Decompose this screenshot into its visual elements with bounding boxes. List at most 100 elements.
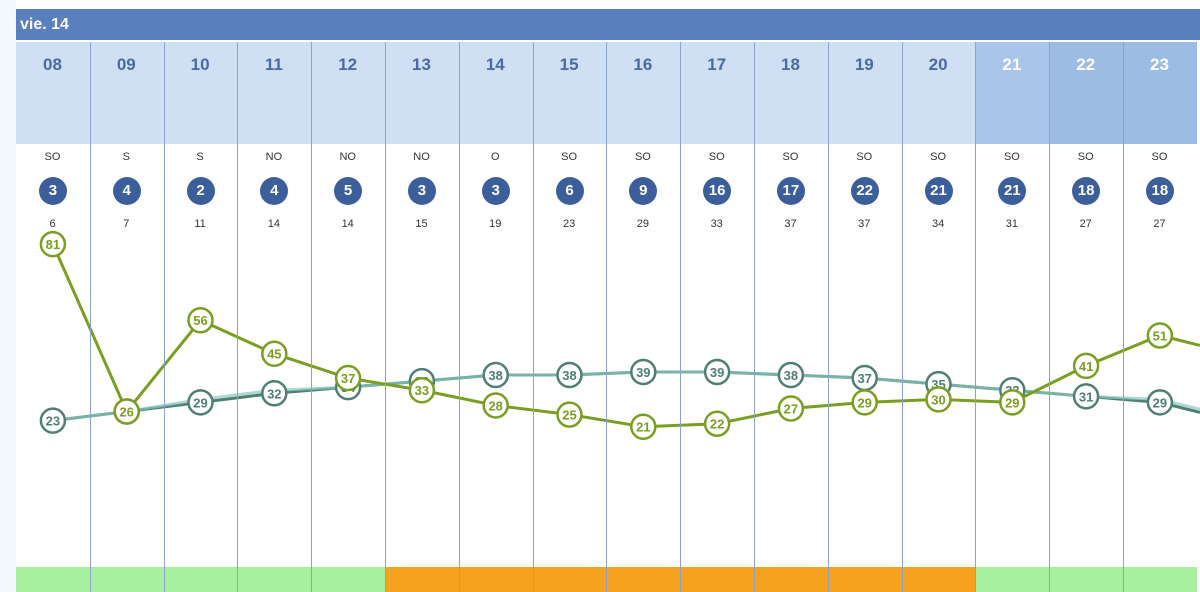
wind-direction: SO — [782, 151, 799, 163]
data-label: 56 — [193, 313, 207, 328]
wind-direction: SO — [930, 151, 947, 163]
wind-direction: SO — [634, 151, 651, 163]
footer-segment — [901, 567, 976, 592]
data-point: 29 — [1146, 389, 1174, 416]
hour-label: 09 — [116, 55, 136, 74]
data-label: 38 — [562, 368, 576, 383]
hour-cell — [827, 42, 902, 144]
hour-cell — [532, 42, 607, 144]
hour-cell — [1123, 42, 1197, 144]
wind-speed-badge: 4 — [112, 177, 141, 205]
data-label: 37 — [341, 371, 355, 386]
footer-segment — [16, 567, 90, 592]
data-label: 29 — [1005, 395, 1019, 410]
data-label: 27 — [784, 401, 798, 416]
data-point: 26 — [113, 398, 140, 425]
footer-segment — [163, 567, 238, 592]
data-label: 32 — [267, 386, 281, 401]
data-label: 22 — [710, 417, 724, 432]
data-point: 45 — [261, 340, 288, 367]
data-point: 81 — [39, 230, 67, 258]
data-label: 37 — [857, 371, 871, 386]
wind-gust: 15 — [415, 218, 428, 230]
wind-gust: 37 — [858, 218, 871, 230]
data-point: 25 — [556, 401, 583, 428]
wind-direction: SO — [1151, 151, 1168, 163]
column-divider — [311, 42, 313, 592]
data-label: 33 — [415, 383, 429, 398]
wind-direction: S — [196, 151, 204, 163]
data-point: 37 — [851, 364, 878, 392]
column-divider — [1049, 42, 1051, 592]
footer-segment — [1123, 567, 1197, 592]
data-point: 32 — [261, 380, 288, 407]
hour-label: 10 — [190, 55, 210, 74]
wind-speed-badge: 21 — [998, 177, 1027, 205]
hour-label: 19 — [854, 55, 874, 74]
wind-gust: 14 — [341, 218, 354, 230]
column-divider — [163, 42, 165, 592]
hour-label: 23 — [1150, 55, 1169, 74]
data-point: 21 — [630, 413, 657, 440]
wind-gust: 19 — [489, 218, 502, 230]
hour-cell — [311, 42, 385, 144]
data-label: 28 — [488, 398, 502, 413]
data-label: 26 — [119, 405, 133, 420]
wind-gust: 27 — [1079, 218, 1092, 230]
data-label: 29 — [857, 395, 871, 410]
data-label: 29 — [1153, 395, 1167, 410]
column-divider — [680, 42, 682, 592]
wind-direction: SO — [708, 151, 725, 163]
data-point: 41 — [1072, 352, 1100, 380]
column-divider — [458, 42, 460, 592]
wind-direction: NO — [265, 151, 283, 163]
hour-label: 18 — [781, 55, 800, 74]
data-point: 31 — [1072, 383, 1100, 410]
wind-gust: 14 — [267, 218, 281, 230]
hour-label: 12 — [338, 55, 358, 74]
data-label: 51 — [1153, 328, 1167, 343]
data-point: 51 — [1146, 322, 1174, 349]
wind-direction: SO — [44, 151, 61, 163]
data-point: 28 — [482, 392, 509, 419]
wind-direction: O — [491, 151, 500, 163]
hour-label: 13 — [412, 55, 431, 74]
column-divider — [385, 42, 386, 592]
day-label: vie. 14 — [20, 16, 69, 33]
hour-label: 20 — [928, 55, 948, 74]
wind-speed-badge: 3 — [38, 177, 67, 205]
hour-label: 21 — [1002, 55, 1022, 74]
data-point: 30 — [925, 386, 952, 413]
hour-cell — [680, 42, 754, 144]
wind-speed-badge: 18 — [1145, 177, 1174, 205]
wind-gust: 11 — [194, 218, 206, 230]
hour-label: 17 — [707, 55, 727, 74]
wind-speed-badge: 3 — [407, 177, 436, 205]
data-point: 33 — [408, 376, 436, 404]
wind-direction: NO — [413, 151, 430, 163]
data-point: 29 — [187, 389, 214, 416]
footer-segment — [680, 567, 754, 592]
column-divider — [827, 42, 829, 592]
data-label: 23 — [46, 414, 60, 429]
wind-direction: NO — [339, 151, 356, 163]
wind-gust: 33 — [710, 218, 723, 230]
hour-cell — [16, 42, 90, 144]
wind-gust: 37 — [784, 218, 797, 230]
data-point: 29 — [851, 389, 878, 416]
hour-cell — [385, 42, 459, 144]
hour-cell — [1049, 42, 1123, 144]
hour-cell — [901, 42, 976, 144]
column-divider — [1123, 42, 1124, 592]
hour-cell — [754, 42, 828, 144]
wind-speed-badge: 3 — [481, 177, 510, 205]
footer-segment — [606, 567, 681, 592]
data-point: 27 — [777, 395, 805, 422]
data-label: 45 — [267, 347, 281, 362]
wind-speed-badge: 18 — [1072, 177, 1101, 205]
wind-speed-badge: 22 — [850, 177, 879, 205]
hour-cell — [458, 42, 533, 144]
wind-gust: 6 — [49, 218, 56, 230]
hour-label: 11 — [264, 55, 283, 74]
data-point: 39 — [630, 358, 657, 386]
